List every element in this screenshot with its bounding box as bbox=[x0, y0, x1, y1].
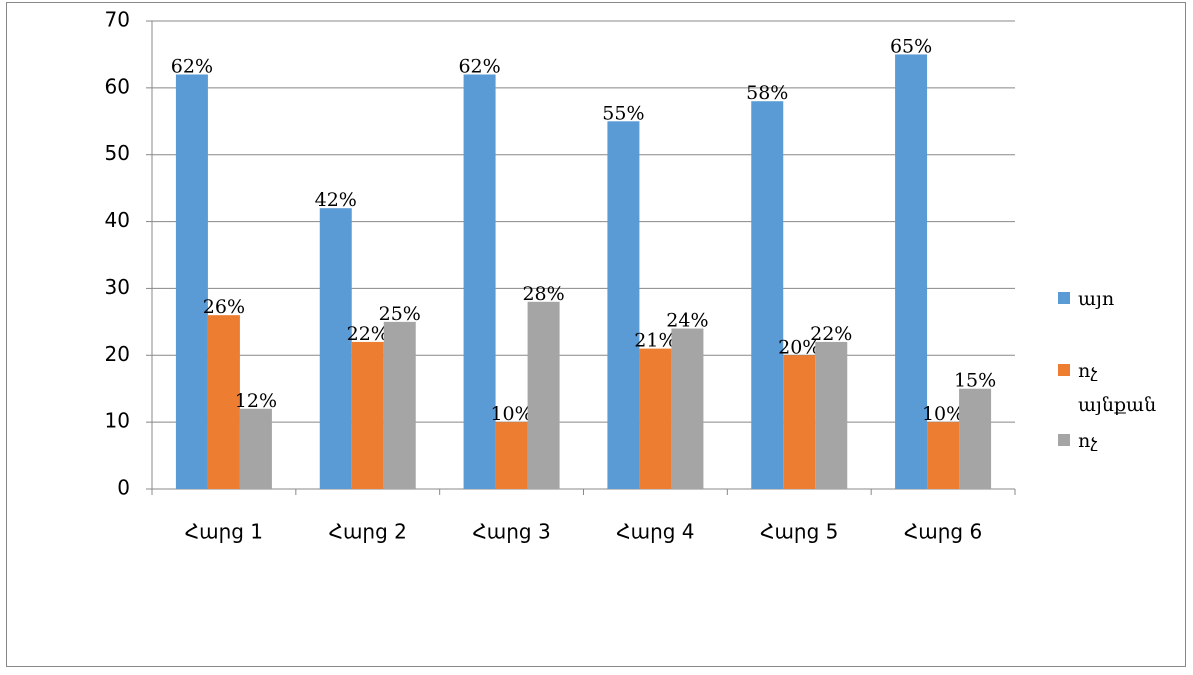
x-tick-label: Հարց 4 bbox=[616, 520, 694, 544]
bar bbox=[463, 74, 496, 489]
bar bbox=[175, 74, 208, 489]
bar bbox=[239, 408, 272, 489]
data-label: 62% bbox=[458, 55, 500, 77]
data-label: 24% bbox=[666, 310, 708, 332]
data-label: 20% bbox=[778, 336, 820, 358]
bar bbox=[207, 315, 240, 489]
bar bbox=[927, 422, 960, 489]
bar bbox=[783, 355, 816, 489]
data-label: 65% bbox=[890, 35, 932, 57]
data-label: 28% bbox=[522, 283, 564, 305]
legend-label: այո bbox=[1078, 288, 1115, 310]
data-label: 22% bbox=[347, 323, 389, 345]
legend-label: ոչ այնքան bbox=[1078, 360, 1157, 416]
bar bbox=[895, 54, 928, 490]
bar bbox=[527, 301, 560, 489]
legend-item: ոչ այնքան bbox=[1058, 360, 1156, 422]
x-tick-label: Հարց 6 bbox=[904, 520, 982, 544]
x-tick-label: Հարց 2 bbox=[329, 520, 407, 544]
data-label: 15% bbox=[954, 370, 996, 392]
bar bbox=[639, 348, 672, 489]
bar bbox=[815, 341, 848, 489]
bar bbox=[751, 101, 784, 489]
data-label: 42% bbox=[315, 189, 357, 211]
data-label: 21% bbox=[634, 330, 676, 352]
data-label: 10% bbox=[922, 403, 964, 425]
data-label: 55% bbox=[602, 102, 644, 124]
y-tick-label: 30 bbox=[105, 275, 130, 299]
data-label: 22% bbox=[810, 323, 852, 345]
legend-swatch bbox=[1058, 434, 1070, 446]
y-tick-label: 40 bbox=[105, 208, 130, 232]
legend-item: ոչ bbox=[1058, 430, 1153, 458]
bar bbox=[351, 341, 384, 489]
legend-item: այո bbox=[1058, 288, 1153, 316]
bar bbox=[607, 121, 640, 490]
x-tick-label: Հարց 1 bbox=[185, 520, 263, 544]
data-label: 26% bbox=[203, 296, 245, 318]
data-label: 10% bbox=[490, 403, 532, 425]
y-tick-label: 60 bbox=[105, 74, 130, 98]
data-label: 58% bbox=[746, 82, 788, 104]
y-tick-label: 70 bbox=[105, 8, 130, 32]
y-tick-label: 10 bbox=[105, 409, 130, 433]
bar bbox=[671, 328, 704, 489]
bar bbox=[383, 321, 416, 489]
y-tick-label: 0 bbox=[117, 476, 130, 500]
data-label: 62% bbox=[171, 55, 213, 77]
x-tick-label: Հարց 5 bbox=[760, 520, 838, 544]
y-tick-label: 50 bbox=[105, 141, 130, 165]
data-label: 12% bbox=[235, 390, 277, 412]
y-tick-label: 20 bbox=[105, 342, 130, 366]
legend-label: ոչ bbox=[1078, 430, 1098, 452]
bar bbox=[959, 388, 992, 489]
bar bbox=[319, 208, 352, 489]
legend-swatch bbox=[1058, 292, 1070, 304]
data-label: 25% bbox=[379, 303, 421, 325]
x-tick-label: Հարց 3 bbox=[472, 520, 550, 544]
legend-swatch bbox=[1058, 364, 1070, 376]
bar bbox=[495, 422, 528, 489]
